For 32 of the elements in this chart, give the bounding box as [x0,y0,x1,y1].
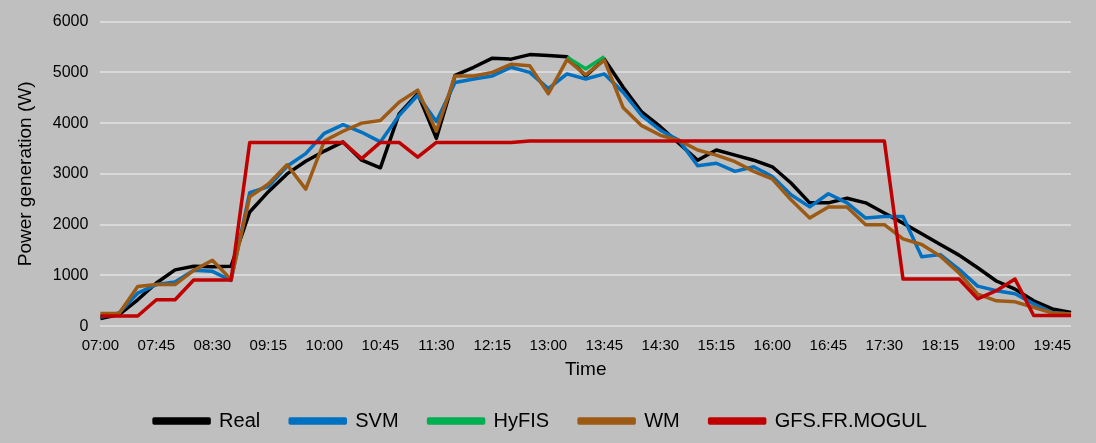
legend-label: GFS.FR.MOGUL [774,408,927,431]
legend-label: SVM [355,408,399,431]
x-tick-label: 17:30 [865,336,904,354]
legend-label: Real [219,408,261,431]
x-tick-label: 19:45 [1033,336,1072,354]
y-tick-label: 2000 [52,215,89,233]
x-tick-label: 10:45 [361,336,400,354]
x-tick-label: 07:45 [137,336,176,354]
x-tick-label: 13:45 [585,336,624,354]
x-tick-label: 09:15 [249,336,288,354]
y-tick-label: 5000 [52,62,89,80]
legend-label: HyFIS [493,408,550,431]
y-axis-title: Power generation (W) [13,81,35,267]
y-tick-label: 1000 [52,265,89,283]
x-tick-label: 07:00 [81,336,120,354]
x-tick-label: 16:45 [809,336,848,354]
x-tick-label: 11:30 [418,336,455,354]
x-tick-label: 14:30 [641,336,680,354]
y-tick-label: 6000 [52,12,89,30]
x-tick-label: 12:15 [473,336,512,354]
x-tick-label: 18:15 [921,336,960,354]
x-tick-label: 15:15 [697,336,736,354]
y-tick-label: 4000 [52,113,89,131]
legend-label: WM [644,408,680,431]
x-tick-label: 10:00 [305,336,344,354]
x-tick-label: 08:30 [193,336,232,354]
x-axis-title: Time [564,357,607,379]
y-tick-label: 0 [79,316,89,334]
x-tick-label: 13:00 [529,336,568,354]
x-tick-label: 19:00 [977,336,1016,354]
y-tick-label: 3000 [52,164,89,182]
x-tick-label: 16:00 [753,336,792,354]
